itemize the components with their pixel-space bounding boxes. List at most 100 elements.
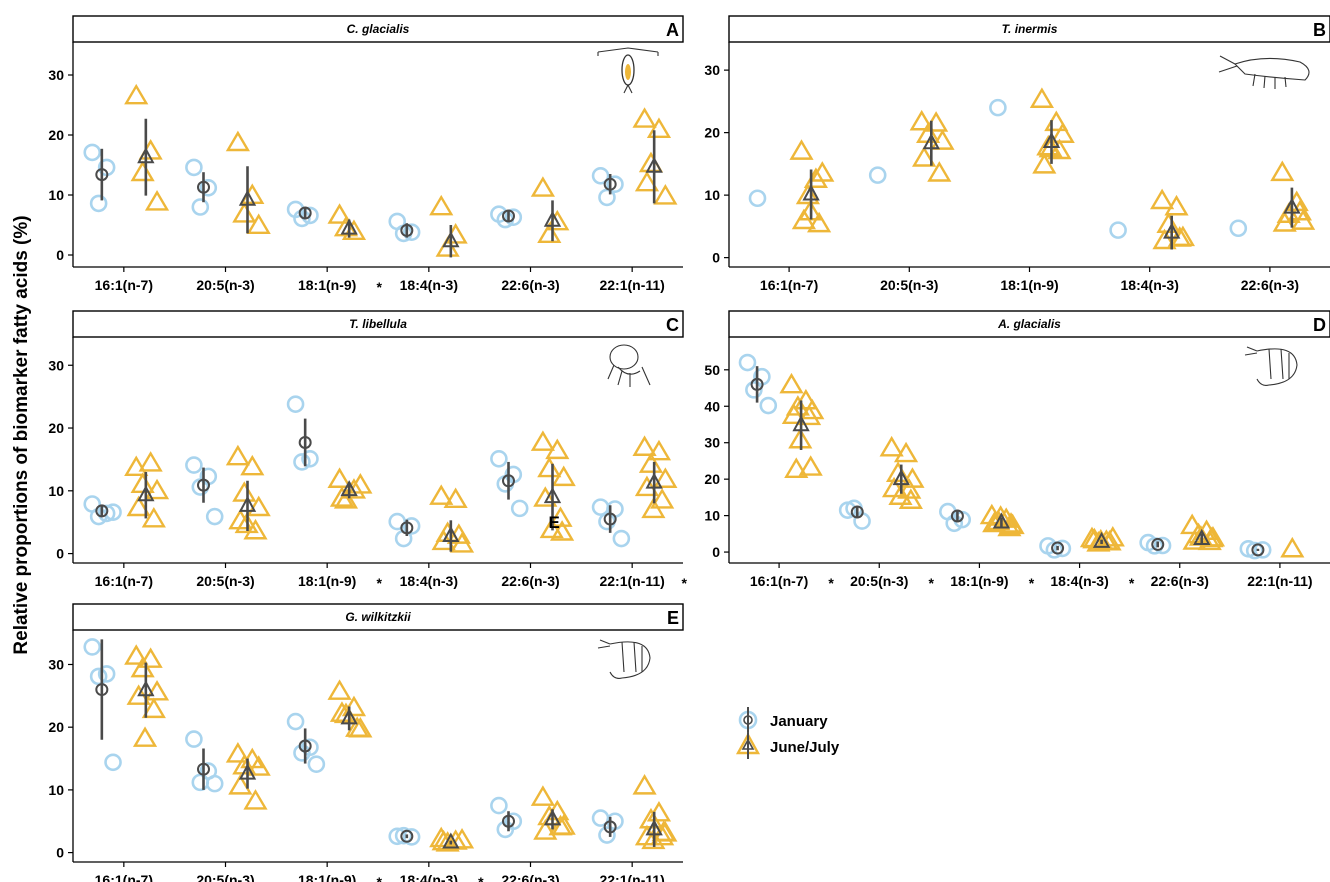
- june-july-point: [537, 456, 562, 478]
- june-july-point: [807, 211, 832, 233]
- x-tick-label: 22:6(n-3): [501, 872, 559, 882]
- june-july-point: [930, 129, 955, 150]
- june-july-point: [130, 160, 155, 182]
- significance-star: *: [681, 575, 687, 591]
- june-july-point: [1029, 87, 1054, 108]
- amphipod-body: [1256, 348, 1298, 386]
- june-july-point: [982, 511, 1007, 533]
- january-point: [598, 512, 616, 531]
- june-july-point: [784, 457, 809, 478]
- january-mean: [197, 180, 210, 194]
- june-july-point: [144, 679, 170, 701]
- x-tick-label: 18:1(n-9): [298, 872, 356, 882]
- panel-title: G. wilkitzkii: [345, 610, 411, 624]
- legend-label: January: [770, 713, 828, 730]
- y-tick-label: 0: [712, 544, 720, 560]
- january-point: [759, 396, 778, 415]
- january-mean: [197, 762, 210, 776]
- x-tick-label: 18:1(n-9): [950, 573, 1008, 589]
- june-july-point: [798, 455, 823, 476]
- june-july-point: [1164, 194, 1189, 216]
- y-tick-label: 20: [704, 471, 720, 487]
- june-july-mean: [137, 485, 155, 502]
- june-july-point: [130, 472, 155, 493]
- january-mean: [95, 168, 109, 182]
- january-point: [89, 194, 108, 213]
- june-july-mean: [543, 809, 562, 826]
- x-tick-label: 22:1(n-11): [1247, 573, 1312, 589]
- june-july-mean: [1283, 197, 1301, 214]
- june-july-point: [779, 372, 804, 394]
- june-july-point: [1047, 138, 1072, 160]
- june-july-mean: [442, 231, 460, 248]
- june-july-point: [327, 467, 352, 488]
- y-tick-label: 30: [48, 656, 64, 672]
- june-july-point: [898, 488, 923, 509]
- january-point: [293, 209, 311, 228]
- panel-letter: D: [1313, 315, 1326, 335]
- june-july-mean: [238, 189, 257, 206]
- june-july-point: [530, 176, 555, 197]
- x-tick-label: 18:4(n-3): [1050, 573, 1108, 589]
- x-tick-label: 18:1(n-9): [298, 573, 356, 589]
- january-point: [1053, 539, 1072, 558]
- june-july-mean: [1163, 222, 1181, 239]
- june-july-mean: [442, 832, 460, 849]
- y-tick-label: 0: [56, 546, 64, 562]
- january-point: [591, 167, 610, 185]
- strip-header: [72, 310, 684, 338]
- june-july-point: [246, 495, 271, 517]
- june-july-point: [638, 452, 664, 473]
- june-july-mean: [892, 469, 910, 486]
- june-july-mean: [645, 472, 663, 489]
- x-tick-label: 18:4(n-3): [400, 573, 458, 589]
- significance-star: *: [828, 575, 834, 591]
- june-july-point: [885, 461, 911, 482]
- january-mean: [400, 521, 414, 535]
- june-july-point: [246, 213, 271, 234]
- x-tick-label: 18:1(n-9): [298, 277, 356, 293]
- june-july-mean: [543, 210, 562, 227]
- january-point: [606, 175, 624, 193]
- june-july-mean: [802, 184, 820, 201]
- copepod-icon: [597, 47, 659, 94]
- june-july-point: [449, 827, 475, 849]
- january-point: [945, 514, 964, 533]
- january-mean: [298, 739, 312, 753]
- legend: January June/July: [735, 707, 840, 759]
- june-july-point: [225, 444, 250, 466]
- june-july-point: [124, 455, 149, 477]
- june-july-point: [333, 215, 359, 237]
- june-july-mean: [137, 147, 155, 164]
- january-point: [504, 208, 523, 226]
- january-point: [738, 353, 757, 372]
- june-july-point: [810, 161, 835, 182]
- x-tick-label: 18:4(n-3): [400, 277, 458, 293]
- panel-d: A. glacialis D 0 10 20 30 40 50 16:1(n-7) * 20:5(n…: [704, 310, 1330, 591]
- june-july-point: [138, 139, 163, 160]
- june-july-point: [1050, 122, 1075, 143]
- june-july-point: [329, 486, 355, 507]
- june-july-point: [225, 130, 250, 152]
- y-tick-label: 10: [48, 187, 64, 203]
- january-point: [868, 166, 887, 184]
- june-july-point: [634, 475, 660, 497]
- january-point: [612, 529, 631, 548]
- june-july-point: [429, 484, 454, 505]
- june-july-point: [225, 742, 250, 763]
- june-july-point: [333, 488, 359, 509]
- june-july-point: [650, 488, 675, 509]
- y-tick-label: 0: [712, 250, 720, 266]
- june-july-point: [126, 495, 151, 517]
- june-july-point: [243, 789, 268, 810]
- january-point: [293, 453, 311, 471]
- june-july-point: [1180, 513, 1205, 535]
- panel-e: G. wilkitzkii E 0 10 20 30 16:1(n-7) 20:5(n-3) 1…: [48, 603, 684, 882]
- copepod-tail: [623, 84, 633, 94]
- january-mean: [95, 504, 109, 518]
- june-july-point: [550, 520, 575, 541]
- january-mean: [1251, 543, 1265, 557]
- june-july-point: [641, 497, 666, 519]
- june-july-point: [243, 518, 268, 540]
